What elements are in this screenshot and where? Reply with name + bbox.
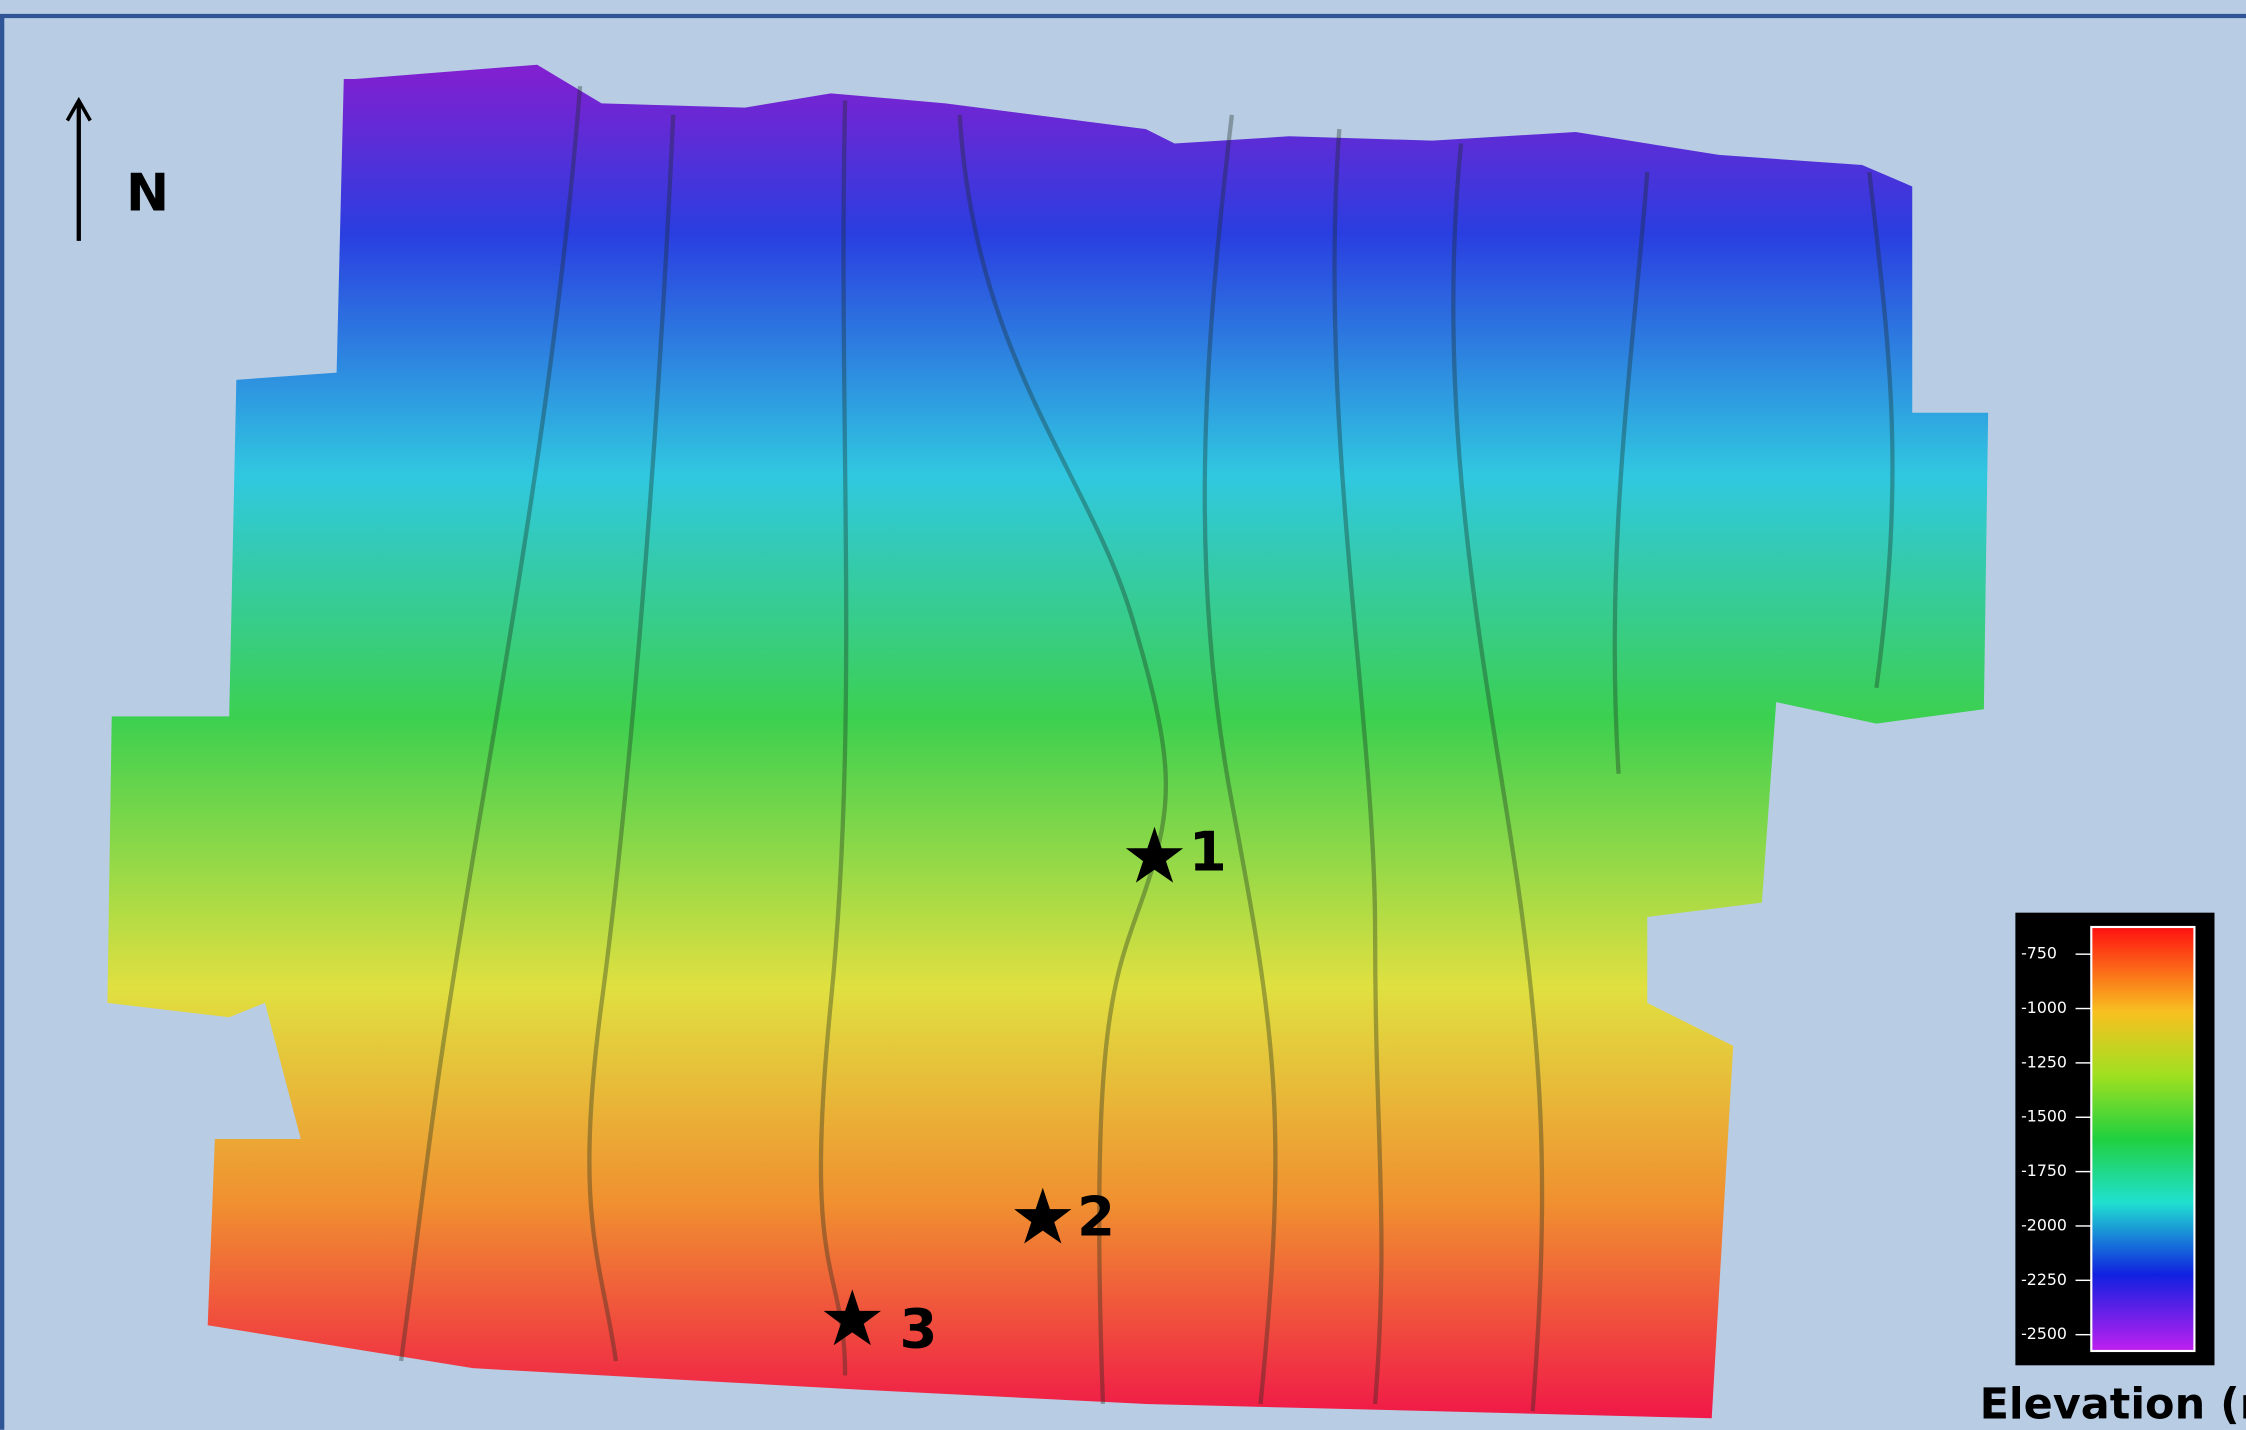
legend-tick-label: -2500: [2021, 1324, 2067, 1343]
legend-title: Elevation (m: [1980, 1379, 2246, 1429]
site-label: 3: [900, 1296, 938, 1360]
legend: -750 -1000 -1250 -1500 -1750 -2000 -2250 -2500: [2015, 913, 2214, 1366]
legend-tick-label: -1750: [2021, 1161, 2067, 1180]
legend-tick-label: -1250: [2021, 1052, 2067, 1071]
legend-tick-label: -2000: [2021, 1215, 2067, 1234]
north-label: N: [126, 163, 169, 223]
legend-tick-label: -2250: [2021, 1270, 2067, 1289]
legend-tick-label: -750: [2021, 944, 2057, 963]
color-bar: [2091, 927, 2194, 1351]
page: Bathymetry map {"map": { "north_label": …: [0, 0, 2246, 1430]
body: N 1 2 3 -750 -1000 -1250 -1500 -1750 -2000 -22…: [0, 0, 2246, 1430]
site-label: 1: [1189, 820, 1227, 884]
map-view: N 1 2 3 -750 -1000 -1250 -1500 -1750 -2000 -22…: [0, 0, 2246, 1430]
legend-tick-label: -1000: [2021, 998, 2067, 1017]
legend-tick-label: -1500: [2021, 1107, 2067, 1126]
site-label: 2: [1077, 1185, 1115, 1249]
